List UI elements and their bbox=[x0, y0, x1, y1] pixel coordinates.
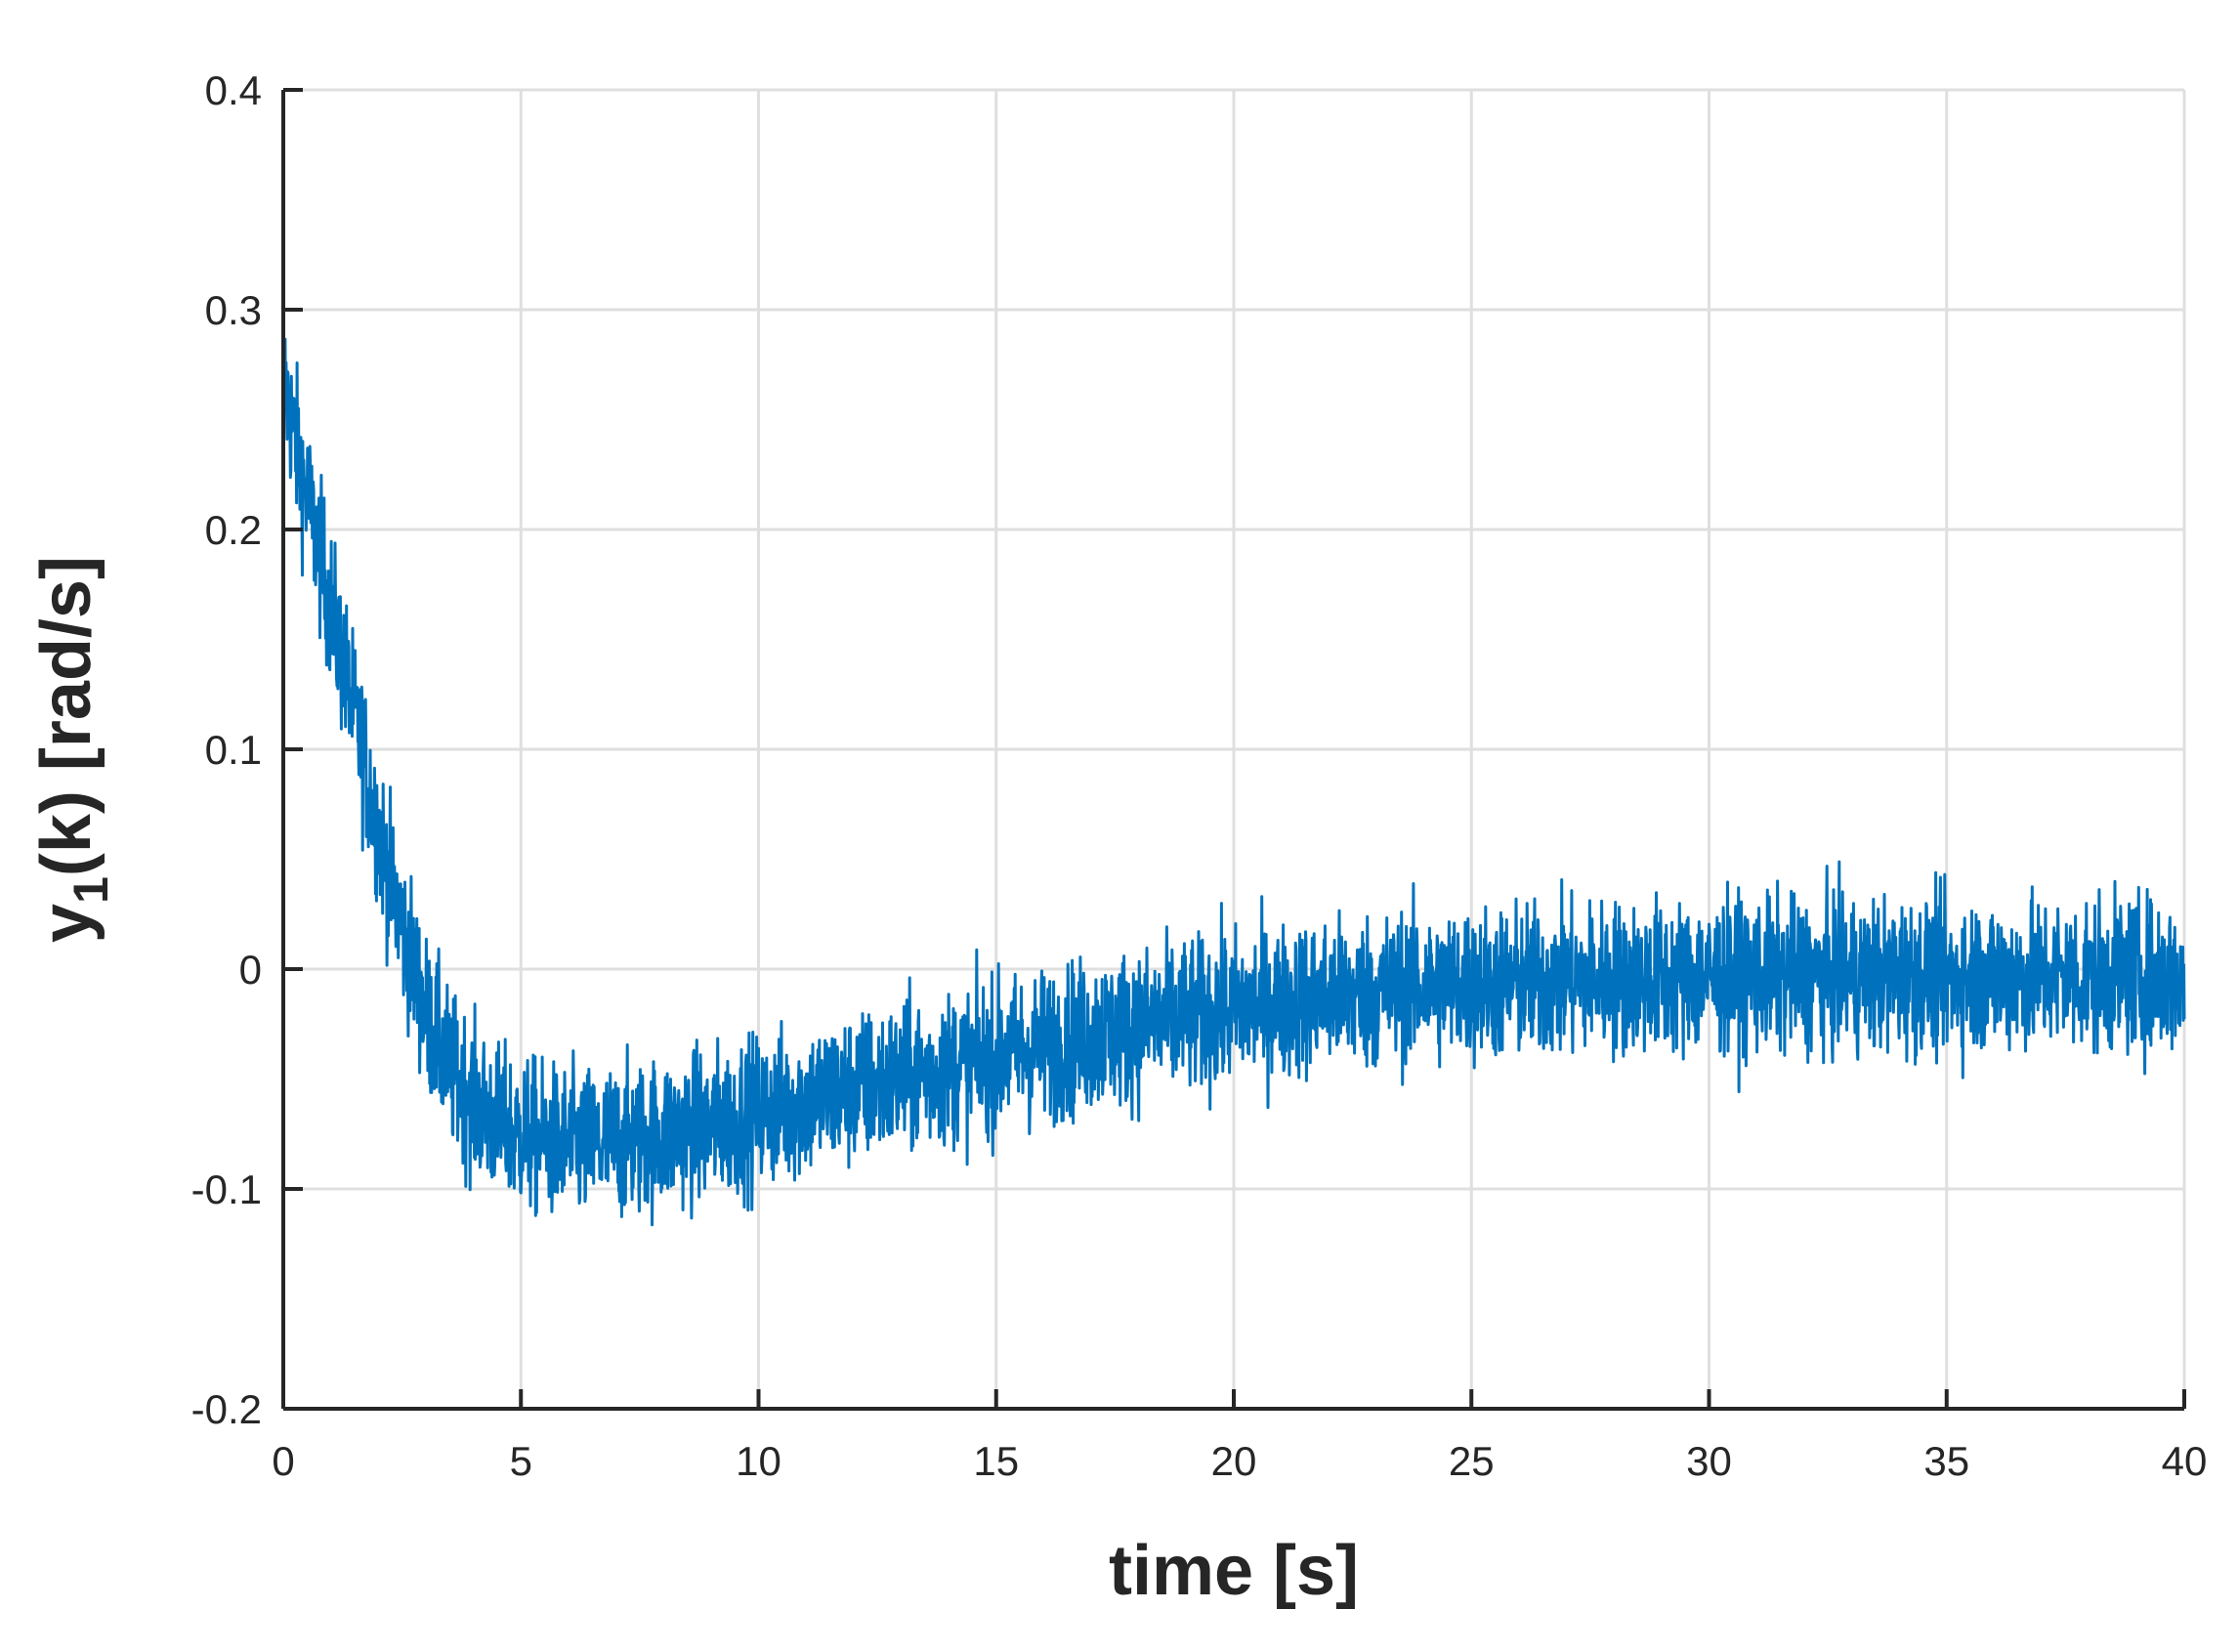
y-tick-label: -0.1 bbox=[191, 1166, 262, 1212]
series-group bbox=[281, 336, 2186, 1227]
y-tick-label: 0.2 bbox=[205, 507, 262, 553]
y-axis-title-main: y bbox=[27, 904, 106, 943]
y-tick-label: 0.4 bbox=[205, 67, 262, 113]
y-tick-label: 0 bbox=[239, 947, 262, 993]
y-axis-title-subscript: 1 bbox=[63, 876, 118, 904]
series-line bbox=[281, 336, 2186, 1227]
x-tick-label: 25 bbox=[1449, 1438, 1495, 1484]
x-tick-label: 10 bbox=[736, 1438, 781, 1484]
axes bbox=[281, 88, 2186, 1411]
y-axis-title: y1(k) [rad/s] bbox=[27, 556, 118, 943]
x-tick-label: 35 bbox=[1923, 1438, 1969, 1484]
y-axis-title-rest: (k) [rad/s] bbox=[27, 556, 106, 876]
x-tick-label: 20 bbox=[1211, 1438, 1257, 1484]
y-tick-label: -0.2 bbox=[191, 1386, 262, 1432]
x-tick-label: 5 bbox=[510, 1438, 532, 1484]
x-axis-title: time [s] bbox=[1109, 1532, 1359, 1610]
x-tick-label: 15 bbox=[973, 1438, 1019, 1484]
x-tick-label: 0 bbox=[272, 1438, 294, 1484]
y-tick-label: 0.1 bbox=[205, 727, 262, 773]
x-tick-label: 40 bbox=[2162, 1438, 2208, 1484]
tick-labels: 0 5 10 15 20 25 30 35 40 -0.2 -0.1 0 0.1 0.2 0.3 0.4 bbox=[191, 67, 2208, 1484]
y-tick-label: 0.3 bbox=[205, 287, 262, 333]
x-tick-label: 30 bbox=[1686, 1438, 1732, 1484]
